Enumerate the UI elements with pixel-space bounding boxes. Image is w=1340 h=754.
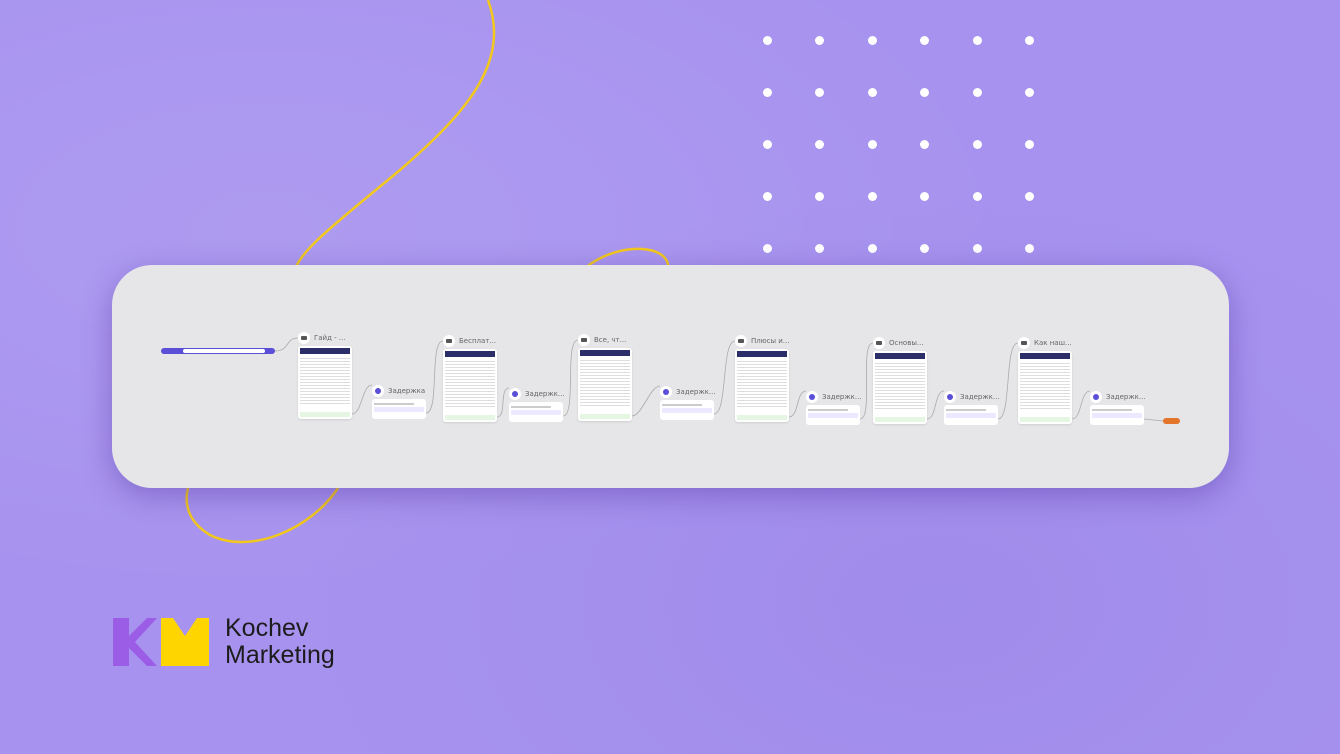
grid-dot — [972, 140, 982, 149]
grid-dot — [815, 88, 825, 97]
envelope-icon — [735, 335, 747, 347]
email-status-bar — [445, 415, 495, 420]
email-preview-card[interactable] — [443, 349, 497, 422]
km-logo-icon — [113, 618, 209, 666]
delay-card[interactable] — [806, 405, 860, 425]
grid-dot — [867, 140, 877, 149]
delay-card[interactable] — [509, 402, 563, 422]
delay-card[interactable] — [944, 405, 998, 425]
envelope-icon — [443, 335, 455, 347]
grid-dot — [1025, 192, 1034, 201]
email-preview-card[interactable] — [873, 351, 927, 424]
grid-dot — [867, 244, 877, 253]
email-status-bar — [875, 417, 925, 422]
grid-dot — [920, 36, 930, 45]
clock-icon — [806, 391, 818, 403]
clock-icon — [660, 386, 672, 398]
envelope-icon — [298, 332, 310, 344]
grid-dot — [763, 88, 772, 97]
email-preview-card[interactable] — [298, 346, 352, 419]
grid-dot — [920, 140, 930, 149]
grid-dot — [763, 140, 772, 149]
delay-card[interactable] — [660, 400, 714, 420]
grid-dot — [1025, 244, 1034, 253]
grid-dot — [763, 244, 772, 253]
email-title: Все, чт... — [594, 336, 627, 344]
envelope-icon — [1018, 337, 1030, 349]
grid-dot — [972, 88, 982, 97]
grid-dot — [815, 244, 825, 253]
email-preview-card[interactable] — [735, 349, 789, 422]
grid-dot — [1025, 36, 1034, 45]
trigger-node[interactable] — [161, 348, 275, 354]
grid-dot — [1025, 140, 1034, 149]
email-title: Плюсы и... — [751, 337, 790, 345]
grid-dot — [815, 140, 825, 149]
delay-title: Задержка — [388, 387, 426, 395]
email-status-bar — [300, 412, 350, 417]
email-title: Гайд - ... — [314, 334, 346, 342]
delay-node-header[interactable]: Задержк... — [509, 388, 565, 400]
delay-node-header[interactable]: Задержк... — [1090, 391, 1146, 403]
email-title: Основы... — [889, 339, 924, 347]
grid-dot — [1025, 88, 1034, 97]
grid-dot — [972, 244, 982, 253]
grid-dot — [920, 244, 930, 253]
grid-dot — [867, 192, 877, 201]
email-node-header[interactable]: Гайд - ... — [298, 332, 346, 344]
grid-dot — [867, 88, 877, 97]
email-node-header[interactable]: Плюсы и... — [735, 335, 789, 347]
grid-dot — [763, 192, 772, 201]
email-status-bar — [580, 414, 630, 419]
brand-name-line2: Marketing — [225, 641, 335, 669]
delay-card[interactable] — [372, 399, 426, 419]
email-node-header[interactable]: Все, чт... — [578, 334, 626, 346]
delay-node-header[interactable]: Задержк... — [806, 391, 862, 403]
delay-title: Задержк... — [822, 393, 862, 401]
grid-dot — [867, 36, 877, 45]
email-node-header[interactable]: Как наш... — [1018, 337, 1072, 349]
grid-dot — [920, 192, 930, 201]
clock-icon — [509, 388, 521, 400]
kochev-marketing-logo: Kochev Marketing — [113, 615, 335, 669]
end-node[interactable] — [1163, 418, 1180, 424]
clock-icon — [372, 385, 384, 397]
envelope-icon — [578, 334, 590, 346]
clock-icon — [1090, 391, 1102, 403]
delay-title: Задержк... — [1106, 393, 1146, 401]
clock-icon — [944, 391, 956, 403]
grid-dot — [815, 192, 825, 201]
grid-dot — [815, 36, 825, 45]
delay-card[interactable] — [1090, 405, 1144, 425]
delay-node-header[interactable]: Задержк... — [944, 391, 1000, 403]
email-title: Как наш... — [1034, 339, 1072, 347]
grid-dot — [763, 36, 772, 45]
envelope-icon — [873, 337, 885, 349]
email-status-bar — [1020, 417, 1070, 422]
email-node-header[interactable]: Основы... — [873, 337, 924, 349]
brand-name-line1: Kochev — [225, 614, 309, 642]
delay-title: Задержк... — [525, 390, 565, 398]
email-preview-card[interactable] — [578, 348, 632, 421]
grid-dot — [972, 36, 982, 45]
delay-title: Задержк... — [960, 393, 1000, 401]
grid-dot — [920, 88, 930, 97]
email-title: Бесплат... — [459, 337, 497, 345]
grid-dot — [972, 192, 982, 201]
email-preview-card[interactable] — [1018, 351, 1072, 424]
delay-node-header[interactable]: Задержка — [372, 385, 425, 397]
delay-node-header[interactable]: Задержк... — [660, 386, 716, 398]
email-node-header[interactable]: Бесплат... — [443, 335, 496, 347]
delay-title: Задержк... — [676, 388, 716, 396]
email-status-bar — [737, 415, 787, 420]
